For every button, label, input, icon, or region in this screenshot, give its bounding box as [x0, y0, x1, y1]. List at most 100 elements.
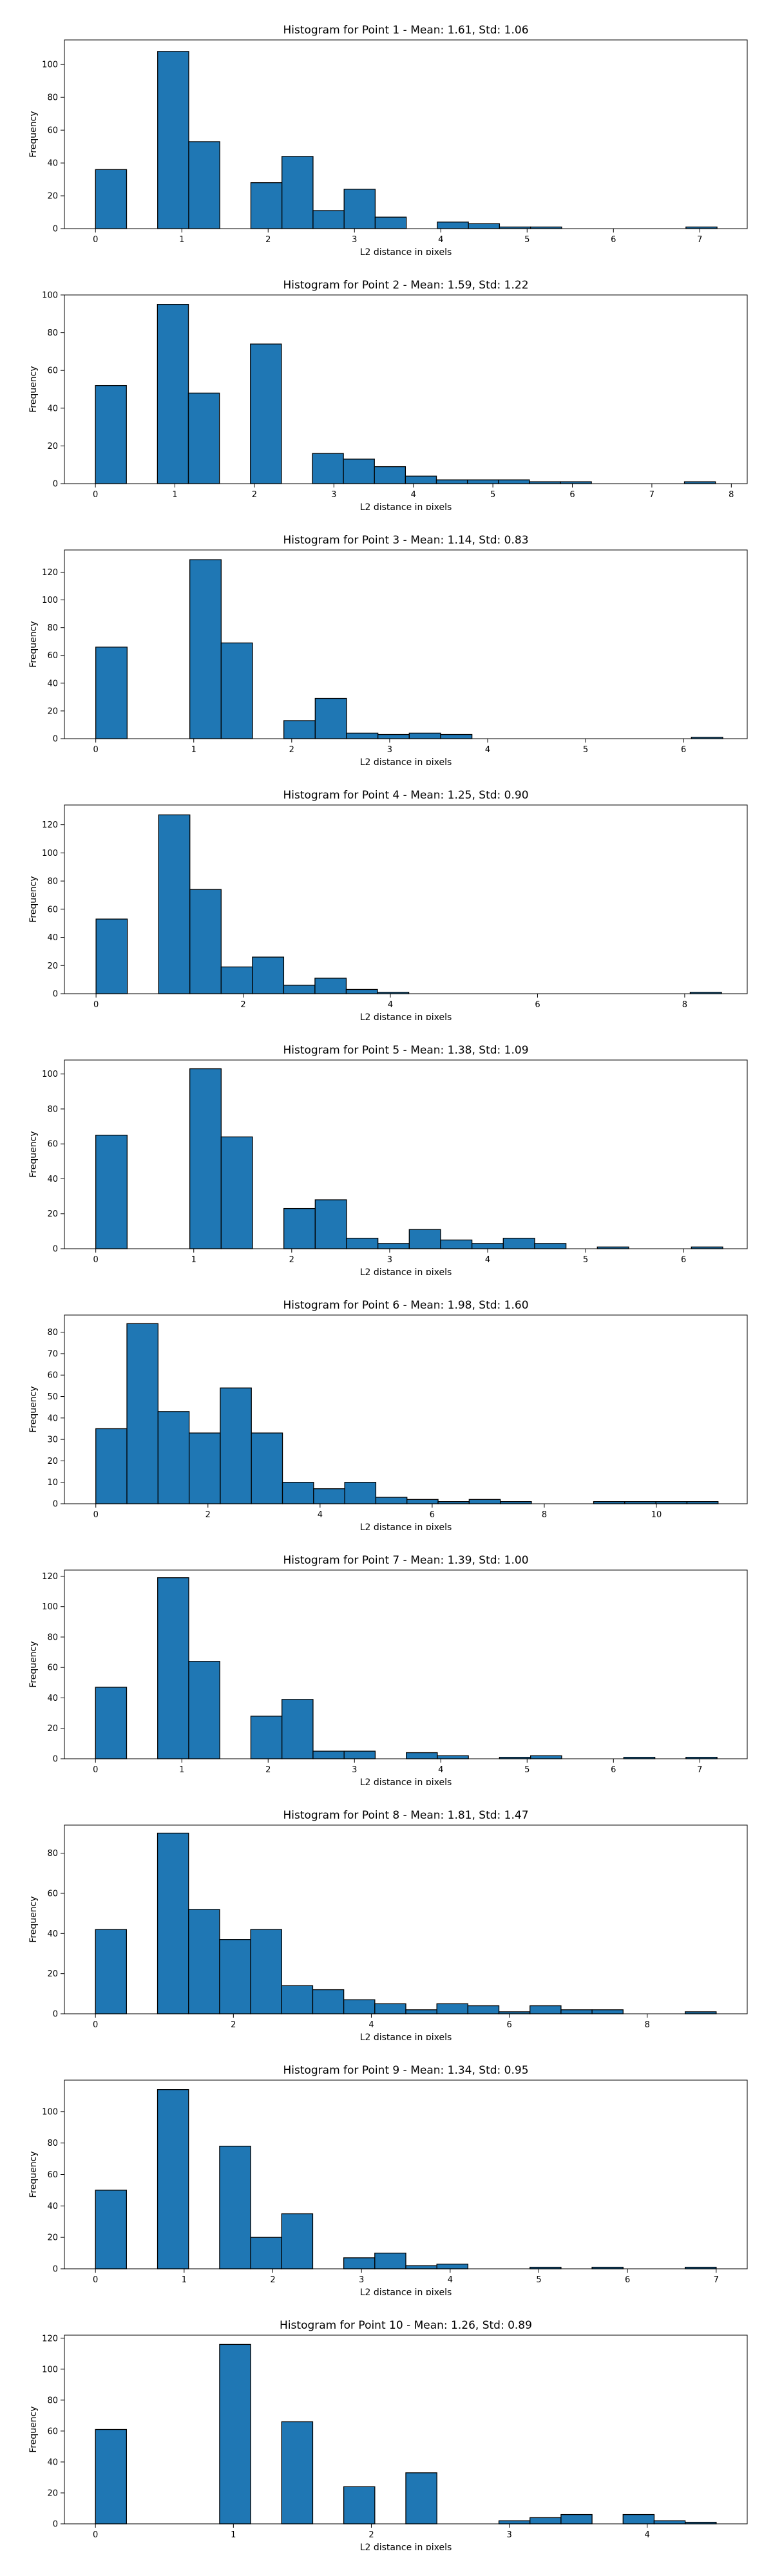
histogram-bar — [283, 985, 316, 994]
x-tick-label: 0 — [93, 745, 99, 755]
histogram-bar — [189, 559, 222, 739]
x-tick-label: 1 — [182, 2275, 187, 2285]
x-tick-label: 5 — [490, 490, 495, 500]
bars — [95, 559, 723, 739]
bars — [95, 1323, 719, 1504]
histogram-bar — [189, 889, 222, 994]
histogram-bar — [219, 1939, 251, 2014]
bars — [95, 1068, 723, 1249]
x-tick-label: 2 — [368, 2530, 374, 2540]
y-tick-label: 80 — [47, 1328, 58, 1338]
histogram-bar — [440, 1239, 473, 1249]
bars — [95, 51, 718, 229]
x-tick-label: 2 — [270, 2275, 275, 2285]
y-tick-label: 120 — [42, 820, 58, 830]
y-tick-label: 20 — [47, 442, 58, 451]
y-tick-label: 20 — [47, 1209, 58, 1219]
histogram-bar — [472, 1243, 504, 1249]
histogram-bar — [220, 1136, 253, 1249]
y-tick-label: 60 — [47, 2427, 58, 2436]
x-tick-label: 6 — [430, 1510, 435, 1520]
y-tick-label: 60 — [47, 366, 58, 376]
bars — [95, 1577, 718, 1759]
plot-frame — [64, 294, 748, 484]
histogram-bar — [498, 479, 530, 484]
x-tick-label: 0 — [93, 1000, 99, 1010]
x-tick-label: 2 — [265, 235, 271, 245]
x-tick-label: 2 — [289, 745, 294, 755]
histogram-bar — [408, 732, 441, 739]
y-axis-label: Frequency — [28, 876, 39, 922]
y-tick-label: 0 — [53, 735, 58, 744]
x-tick-label: 0 — [93, 1255, 99, 1265]
x-axis-label: L2 distance in pixels — [360, 2543, 452, 2550]
histogram-bar — [220, 966, 253, 994]
x-tick-label: 2 — [240, 1000, 245, 1010]
chart-title: Histogram for Point 9 - Mean: 1.34, Std:… — [283, 2064, 528, 2077]
histogram-bar — [343, 1750, 376, 1759]
histogram-bar — [157, 1411, 190, 1504]
histogram-bar — [281, 2421, 314, 2524]
y-tick-label: 80 — [47, 1104, 58, 1114]
y-tick-label: 100 — [42, 61, 58, 70]
histogram-bar — [281, 2213, 314, 2269]
histogram-bar — [467, 2005, 500, 2014]
histogram-bar — [344, 1482, 377, 1504]
chart-title: Histogram for Point 3 - Mean: 1.14, Std:… — [283, 534, 528, 547]
bars — [95, 1832, 717, 2014]
plot-frame — [64, 1824, 748, 2014]
x-tick-label: 3 — [387, 745, 392, 755]
x-tick-label: 4 — [438, 1765, 443, 1775]
x-tick-label: 4 — [318, 1510, 323, 1520]
histogram-bar — [188, 1432, 221, 1504]
histogram-bar — [220, 642, 253, 739]
x-tick-label: 6 — [611, 235, 616, 245]
bars — [95, 2344, 717, 2524]
y-tick-label: 20 — [47, 2233, 58, 2243]
histogram-bar — [95, 1135, 128, 1249]
y-tick-label: 60 — [47, 1663, 58, 1673]
y-tick-label: 0 — [53, 1245, 58, 1255]
histogram-bar — [435, 479, 468, 484]
y-tick-label: 40 — [47, 933, 58, 943]
histogram-bar — [377, 1243, 410, 1249]
x-axis-label: L2 distance in pixels — [360, 1522, 452, 1530]
chart-title: Histogram for Point 8 - Mean: 1.81, Std:… — [283, 1809, 528, 1822]
y-tick-label: 100 — [42, 1070, 58, 1079]
y-tick-label: 100 — [42, 2365, 58, 2374]
y-axis-label: Frequency — [28, 1896, 39, 1942]
y-tick-label: 100 — [42, 2107, 58, 2117]
x-tick-label: 4 — [368, 2020, 374, 2030]
histogram-bar — [374, 466, 406, 484]
y-tick-label: 60 — [47, 651, 58, 661]
x-tick-label: 3 — [352, 235, 357, 245]
x-tick-label: 4 — [645, 2530, 650, 2540]
histogram-bar — [189, 1068, 222, 1249]
histogram-bar — [502, 1238, 535, 1249]
y-axis-label: Frequency — [28, 2406, 39, 2452]
x-tick-label: 6 — [535, 1000, 540, 1010]
histogram-bar — [408, 1229, 441, 1249]
histogram-bar — [374, 2252, 406, 2269]
y-tick-label: 80 — [47, 1849, 58, 1859]
histogram-bar — [530, 2005, 562, 2014]
y-axis-label: Frequency — [28, 621, 39, 667]
histogram-bar — [436, 2003, 469, 2014]
x-tick-label: 5 — [536, 2275, 541, 2285]
x-tick-label: 6 — [681, 1255, 686, 1265]
y-tick-label: 40 — [47, 679, 58, 688]
y-tick-label: 40 — [47, 1694, 58, 1703]
x-axis-label: L2 distance in pixels — [360, 502, 452, 510]
histogram-bar — [314, 978, 347, 994]
x-tick-label: 0 — [93, 2275, 98, 2285]
bars — [95, 2089, 717, 2269]
histogram-bar — [406, 1752, 438, 1759]
x-axis-label: L2 distance in pixels — [360, 2287, 452, 2295]
histogram-bar — [283, 1208, 316, 1249]
histogram-bar — [343, 1999, 376, 2014]
y-tick-label: 100 — [42, 596, 58, 605]
y-tick-label: 40 — [47, 2458, 58, 2467]
histogram-bar — [343, 189, 376, 229]
y-tick-label: 30 — [47, 1435, 58, 1445]
y-tick-label: 80 — [47, 623, 58, 633]
